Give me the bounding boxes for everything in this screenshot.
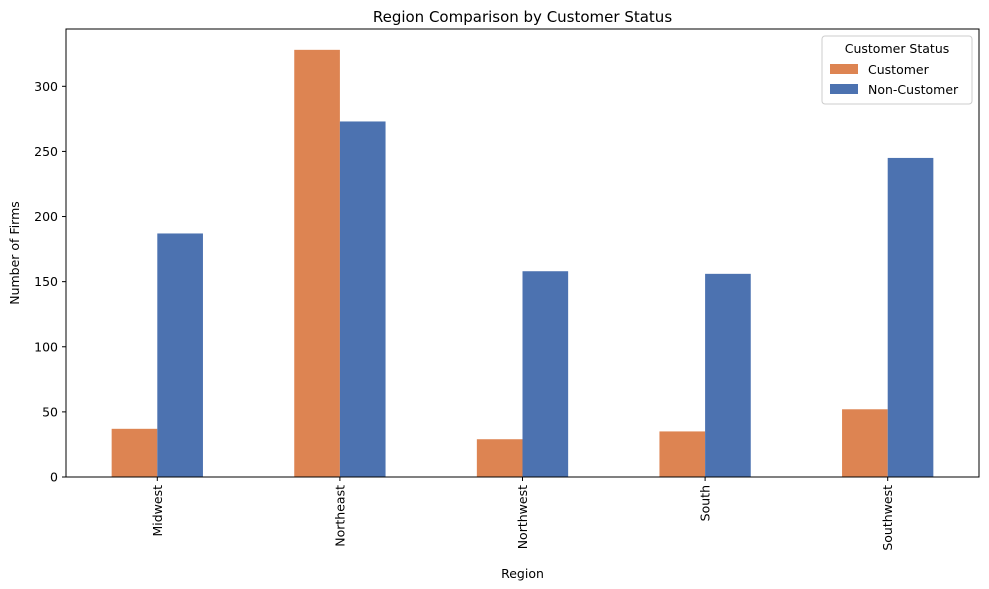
x-tick-label-south: South [698, 485, 713, 521]
bar-south-non-customer [705, 273, 751, 477]
bars-group [111, 49, 934, 477]
bar-midwest-non-customer [157, 233, 203, 477]
y-axis-label: Number of Firms [7, 201, 22, 305]
y-tick-label: 50 [42, 404, 58, 419]
y-tick-label: 300 [34, 79, 58, 94]
bar-midwest-customer [111, 428, 158, 477]
bar-northwest-customer [476, 439, 523, 477]
legend-title: Customer Status [845, 41, 950, 56]
chart-title: Region Comparison by Customer Status [373, 8, 672, 26]
bar-southwest-non-customer [887, 157, 934, 477]
legend-label-non-customer: Non-Customer [868, 82, 959, 97]
legend-swatch-non-customer [830, 84, 858, 94]
x-tick-label-midwest: Midwest [150, 485, 165, 537]
y-axis: 0 50 100 150 200 250 300 [34, 79, 66, 485]
y-tick-label: 0 [50, 470, 58, 485]
y-tick-label: 150 [34, 274, 58, 289]
legend-box [821, 35, 973, 105]
x-axis: Midwest Northeast Northwest South Southwest [150, 477, 895, 551]
y-tick-label: 100 [34, 339, 58, 354]
bar-southwest-customer [842, 409, 888, 477]
bar-northwest-non-customer [522, 271, 569, 477]
y-tick-label: 250 [34, 144, 58, 159]
legend-swatch-customer [830, 64, 858, 74]
x-tick-label-northwest: Northwest [515, 485, 530, 549]
bar-south-customer [659, 431, 706, 477]
y-tick-label: 200 [34, 209, 58, 224]
legend: Customer Status Customer Non-Customer [821, 35, 973, 105]
x-tick-label-northeast: Northeast [332, 485, 347, 547]
x-tick-label-southwest: Southwest [880, 485, 895, 551]
bar-northeast-non-customer [339, 121, 386, 477]
legend-label-customer: Customer [868, 62, 930, 77]
bar-northeast-customer [294, 49, 340, 477]
x-axis-label: Region [501, 566, 544, 581]
